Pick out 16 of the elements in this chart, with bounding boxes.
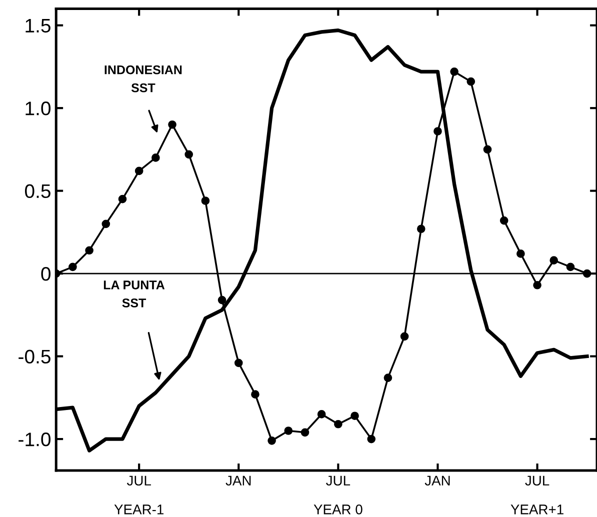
- x-tick-label: JUL: [326, 476, 350, 486]
- y-tick-label: 1.5: [26, 19, 50, 33]
- x-tick-label: JUL: [525, 476, 550, 486]
- x-tick-label: JUL: [126, 476, 151, 486]
- annotation: INDONESIAN SST: [104, 65, 182, 92]
- text: YEAR+1: [510, 504, 564, 514]
- y-tick-label: -0.5: [18, 350, 50, 364]
- y-tick-label: 0: [41, 267, 50, 281]
- text: YEAR-1: [114, 504, 164, 514]
- y-tick-label: 1.0: [26, 102, 50, 116]
- text: YEAR 0: [314, 504, 362, 514]
- annotation: LA PUNTA SST: [104, 280, 165, 308]
- y-tick-label: 0.5: [24, 184, 50, 198]
- x-tick-label: JAN: [226, 476, 251, 486]
- x-tick-label: JAN: [424, 476, 450, 486]
- y-tick-label: -1.0: [18, 432, 50, 446]
